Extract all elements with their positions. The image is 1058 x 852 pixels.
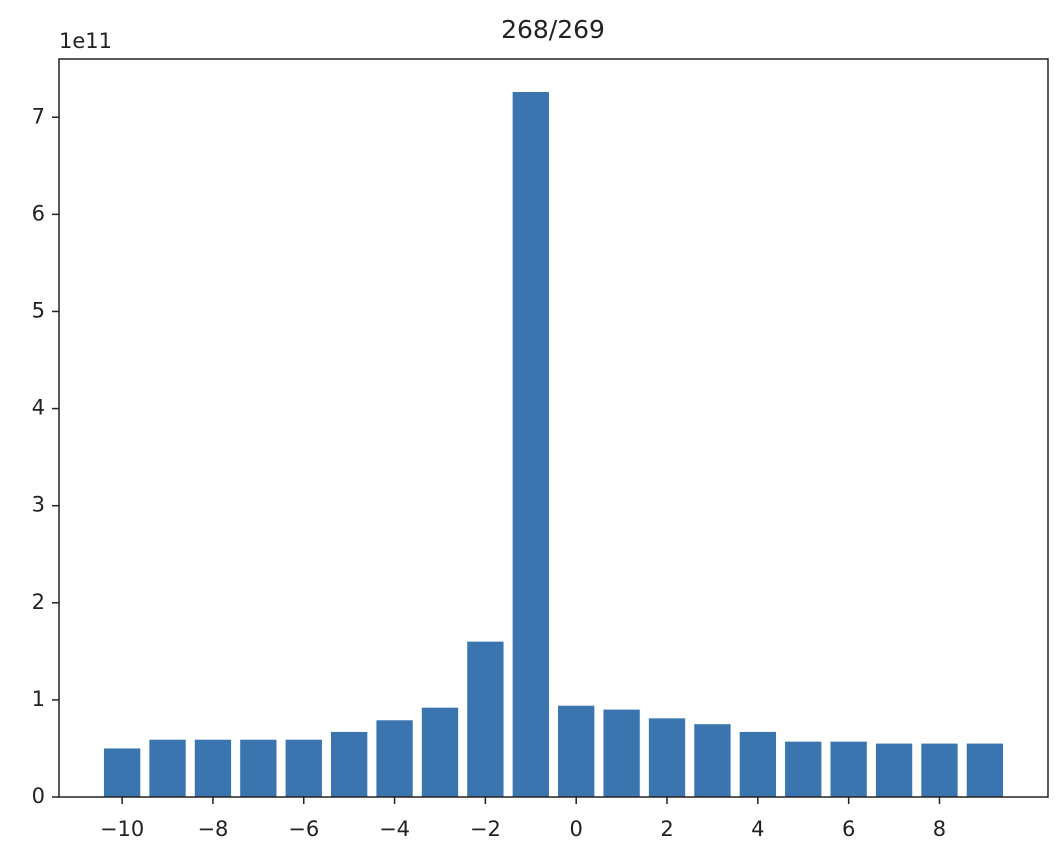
x-tick-label: 0: [570, 817, 583, 841]
bar: [830, 741, 867, 797]
plot-frame: [58, 58, 1049, 798]
bar: [558, 705, 595, 797]
y-tick-label: 4: [32, 396, 45, 420]
x-tick-label: 2: [660, 817, 673, 841]
y-tick-label: 7: [32, 104, 45, 128]
bar: [966, 743, 1004, 797]
bar: [785, 741, 822, 797]
bar: [467, 641, 504, 797]
y-tick-label: 5: [32, 298, 45, 322]
y-tick-label: 6: [32, 201, 45, 225]
bar: [739, 731, 777, 797]
bar: [921, 743, 958, 797]
x-tick-label: −6: [288, 817, 319, 841]
y-tick-label: 0: [32, 784, 45, 808]
x-tick-label: 4: [751, 817, 764, 841]
y-tick-label: 3: [32, 493, 45, 517]
y-tick-label: 2: [32, 590, 45, 614]
offset-label: 1e11: [59, 29, 112, 53]
x-tick-label: 6: [842, 817, 855, 841]
bar: [376, 720, 413, 797]
x-tick-label: −2: [470, 817, 501, 841]
bar: [875, 743, 913, 797]
bar: [240, 739, 277, 797]
y-tick-label: 1: [32, 687, 45, 711]
bar: [285, 739, 322, 797]
x-tick-label: 8: [933, 817, 946, 841]
bar: [149, 739, 186, 797]
bar: [330, 731, 368, 797]
bar: [103, 748, 141, 797]
bar: [194, 739, 232, 797]
x-tick-label: −4: [379, 817, 410, 841]
chart-title: 268/269: [501, 15, 605, 44]
bar: [694, 724, 731, 797]
bar: [421, 707, 459, 797]
bar: [603, 709, 640, 797]
bar: [512, 92, 549, 797]
x-tick-label: −10: [100, 817, 144, 841]
bar: [648, 718, 686, 797]
x-tick-label: −8: [197, 817, 228, 841]
